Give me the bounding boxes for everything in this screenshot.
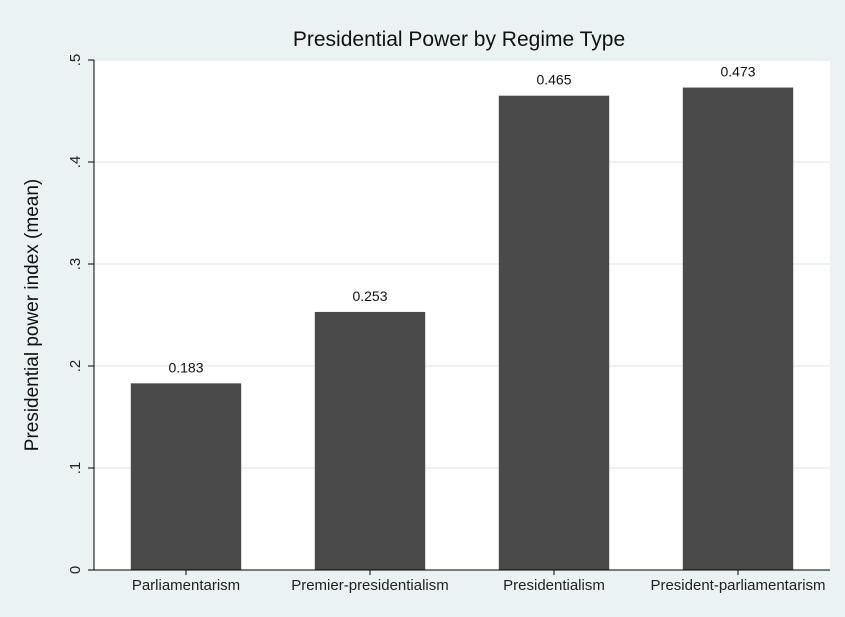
bar-value-label: 0.183 xyxy=(168,359,203,375)
y-tick-label: 0 xyxy=(67,566,84,574)
chart-title: Presidential Power by Regime Type xyxy=(293,28,625,51)
y-tick-label: .4 xyxy=(67,156,84,169)
y-tick-label: .5 xyxy=(67,54,84,67)
bar-value-label: 0.465 xyxy=(536,72,571,88)
bar xyxy=(314,311,426,570)
x-tick-label: President-parliamentarism xyxy=(650,577,825,594)
x-tick-label: Presidentialism xyxy=(503,577,605,594)
y-axis-label: Presidential power index (mean) xyxy=(22,179,43,451)
y-tick-label: .1 xyxy=(67,462,84,475)
bar xyxy=(498,95,610,570)
x-axis-ticks: Parliamentarism Premier-presidentialism Pr… xyxy=(132,570,826,594)
y-tick-label: .3 xyxy=(67,258,84,271)
y-axis-ticks: 0 .1 .2 .3 .4 .5 xyxy=(67,54,94,574)
bars xyxy=(130,87,794,570)
x-tick-label: Parliamentarism xyxy=(132,577,240,594)
bar xyxy=(682,87,794,570)
bar-value-label: 0.253 xyxy=(352,288,387,304)
y-tick-label: .2 xyxy=(67,360,84,373)
x-tick-label: Premier-presidentialism xyxy=(291,577,449,594)
bar xyxy=(130,383,242,570)
bar-value-label: 0.473 xyxy=(720,64,755,80)
value-labels: 0.183 0.253 0.465 0.473 xyxy=(168,64,755,376)
